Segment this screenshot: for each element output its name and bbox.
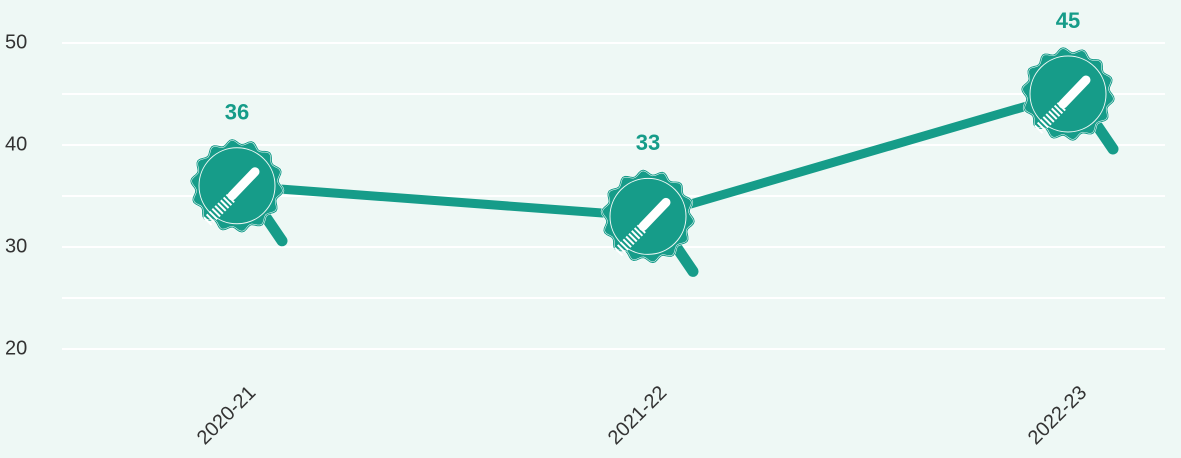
y-tick-label: 20 xyxy=(5,337,27,359)
marker xyxy=(600,169,699,277)
marker xyxy=(189,138,288,247)
marker-ring-inner xyxy=(190,139,284,233)
x-tick-label: 2020-21 xyxy=(193,382,260,449)
marker-stick xyxy=(227,167,260,201)
marker-tip xyxy=(1034,102,1066,134)
y-tick-label: 30 xyxy=(5,235,27,257)
marker xyxy=(1020,46,1119,155)
marker-handle xyxy=(259,210,288,247)
marker-tip xyxy=(203,193,235,226)
x-tick-label: 2022-23 xyxy=(1024,382,1091,449)
x-tick-label: 2021-22 xyxy=(604,382,671,449)
y-tick-label: 50 xyxy=(5,31,27,53)
data-label: 36 xyxy=(225,100,249,125)
marker-ring-inner xyxy=(1021,47,1115,141)
marker-stick xyxy=(1058,75,1091,109)
marker-stick xyxy=(638,197,671,231)
marker-ring-inner xyxy=(601,169,695,264)
y-tick-label: 40 xyxy=(5,133,27,155)
data-label: 45 xyxy=(1056,8,1080,33)
marker-tip xyxy=(614,224,646,257)
marker-handle xyxy=(670,240,699,277)
marker-handle xyxy=(1090,118,1119,155)
data-label: 33 xyxy=(636,130,660,155)
